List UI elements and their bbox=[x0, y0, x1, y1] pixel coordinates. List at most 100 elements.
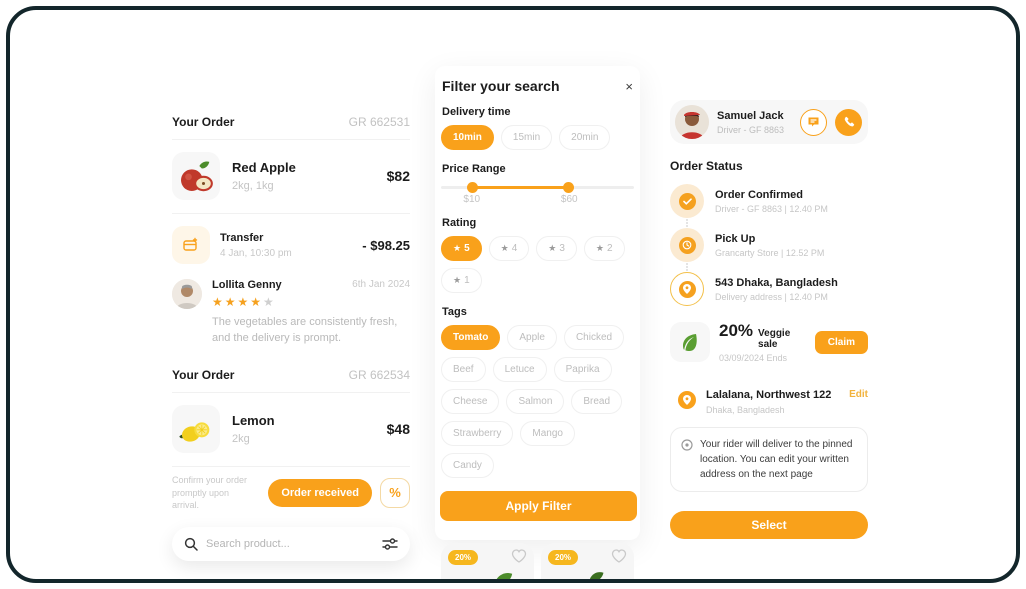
veggie-sale-promo: 20% Veggie sale 03/09/2024 Ends Claim bbox=[670, 321, 868, 363]
edit-address-link[interactable]: Edit bbox=[849, 389, 868, 400]
status-detail: Delivery address | 12.40 PM bbox=[715, 291, 828, 302]
transfer-date: 4 Jan, 10:30 pm bbox=[220, 247, 292, 259]
lemon-icon bbox=[179, 422, 210, 442]
search-icon bbox=[184, 537, 198, 551]
product-card-green-apple[interactable]: 20% Green Apple $26/kg bbox=[541, 543, 634, 579]
slider-handle-max[interactable] bbox=[563, 182, 575, 193]
status-item-pickup: Pick Up Grancarty Store | 12.52 PM bbox=[670, 228, 868, 262]
leaf-icon bbox=[683, 334, 697, 351]
star-icon: ★ bbox=[500, 243, 509, 253]
favorite-heart-icon[interactable] bbox=[611, 549, 627, 563]
discount-percent-button[interactable]: % bbox=[380, 477, 410, 508]
price-labels: $10 $60 bbox=[440, 194, 635, 208]
transfer-row: Transfer 4 Jan, 10:30 pm - $98.25 bbox=[172, 223, 410, 267]
status-connector bbox=[686, 263, 868, 271]
item-price: $82 bbox=[386, 168, 410, 184]
driver-name: Samuel Jack bbox=[717, 109, 784, 122]
filter-panel: Filter your search × Delivery time 10min… bbox=[435, 66, 640, 579]
tag-chip-salmon[interactable]: Salmon bbox=[506, 389, 565, 414]
review-meta: Lollita Genny ★★★★★ bbox=[212, 279, 282, 309]
phone-icon bbox=[844, 116, 854, 127]
address-pin-icon bbox=[678, 391, 696, 409]
discount-badge: 20% bbox=[448, 550, 479, 565]
rating-chip-3[interactable]: ★ 3 bbox=[536, 236, 577, 261]
call-button[interactable] bbox=[835, 108, 862, 136]
address-info: Lalalana, Northwest 122 Dhaka, Banglades… bbox=[706, 389, 831, 415]
item-name: Red Apple bbox=[232, 160, 296, 175]
select-button[interactable]: Select bbox=[670, 511, 868, 539]
tag-chip-chicked[interactable]: Chicked bbox=[563, 325, 625, 350]
status-info: Order Confirmed Driver - GF 8863 | 12.40… bbox=[715, 189, 828, 214]
slider-range bbox=[471, 186, 569, 189]
star-icon: ★★★★ bbox=[212, 295, 264, 309]
filter-sliders-icon[interactable] bbox=[382, 537, 398, 551]
reviewer-avatar bbox=[172, 279, 202, 309]
star-empty-icon: ★ bbox=[263, 295, 276, 309]
review-text: The vegetables are consistently fresh, a… bbox=[212, 316, 398, 344]
tag-chip-apple[interactable]: Apple bbox=[507, 325, 557, 350]
leaf-image bbox=[670, 322, 710, 362]
tag-chip-bread[interactable]: Bread bbox=[571, 389, 623, 414]
chat-button[interactable] bbox=[800, 108, 827, 136]
transfer-amount: - $98.25 bbox=[362, 237, 410, 253]
delivery-chip-10min[interactable]: 10min bbox=[441, 125, 494, 150]
apply-filter-button[interactable]: Apply Filter bbox=[440, 491, 637, 521]
item-info: Lemon 2kg bbox=[232, 413, 275, 445]
star-icon: ★ bbox=[595, 243, 604, 253]
confirm-order-row: Confirm your order promptly upon arrival… bbox=[172, 475, 410, 511]
tag-chip-beef[interactable]: Beef bbox=[441, 357, 486, 382]
tag-chip-paprika[interactable]: Paprika bbox=[553, 357, 612, 382]
item-name: Lemon bbox=[232, 412, 275, 428]
price-range-slider[interactable] bbox=[441, 182, 634, 193]
promo-end-date: 03/09/2024 Ends bbox=[719, 353, 788, 363]
rating-chip-4[interactable]: ★ 4 bbox=[488, 236, 530, 261]
order-header-2: Your Order GR 662534 bbox=[172, 367, 410, 383]
order-received-button[interactable]: Order received bbox=[268, 478, 372, 507]
promo-name: Veggie sale bbox=[758, 328, 791, 350]
transfer-info: Transfer 4 Jan, 10:30 pm bbox=[220, 232, 292, 259]
rating-chip-5[interactable]: ★ 5 bbox=[441, 236, 482, 261]
item-price: $48 bbox=[386, 420, 410, 437]
delivery-chip-15min[interactable]: 15min bbox=[500, 125, 553, 150]
order-column: Your Order GR 662531 Red Apple 2kg, 1kg … bbox=[172, 114, 410, 561]
price-range-label: Price Range bbox=[442, 163, 506, 175]
review-header: Lollita Genny ★★★★★ 6th Jan 2024 bbox=[172, 279, 410, 309]
product-grid: 20% Red Apple $25/kg bbox=[441, 543, 634, 579]
slider-handle-min[interactable] bbox=[466, 182, 478, 193]
claim-button[interactable]: Claim bbox=[814, 330, 868, 354]
delivery-chip-20min[interactable]: 20min bbox=[559, 125, 611, 150]
info-icon bbox=[681, 439, 693, 451]
device-frame: Your Order GR 662531 Red Apple 2kg, 1kg … bbox=[6, 6, 1020, 583]
tag-chip-cheese[interactable]: Cheese bbox=[441, 389, 500, 414]
status-info: Pick Up Grancarty Store | 12.52 PM bbox=[715, 233, 824, 258]
status-name: Order Confirmed bbox=[715, 188, 804, 201]
address-title: Lalalana, Northwest 122 bbox=[706, 389, 832, 401]
product-card-red-apple[interactable]: 20% Red Apple $25/kg bbox=[441, 543, 534, 579]
order-item-red-apple: Red Apple 2kg, 1kg $82 bbox=[172, 148, 410, 204]
tag-chip-mango[interactable]: Mango bbox=[520, 421, 575, 446]
tag-chip-strawberry[interactable]: Strawberry bbox=[441, 421, 514, 446]
rating-label: Rating bbox=[442, 217, 477, 229]
status-name: 543 Dhaka, Bangladesh bbox=[715, 276, 838, 289]
rider-note: Your rider will deliver to the pinned lo… bbox=[670, 427, 868, 492]
close-icon[interactable]: × bbox=[625, 78, 633, 94]
favorite-heart-icon[interactable] bbox=[511, 549, 527, 563]
tag-chip-letuce[interactable]: Letuce bbox=[492, 357, 547, 382]
review-stars: ★★★★★ bbox=[212, 295, 282, 309]
star-icon: ★ bbox=[453, 243, 462, 253]
tags-label: Tags bbox=[442, 306, 467, 318]
rider-note-text: Your rider will deliver to the pinned lo… bbox=[700, 439, 853, 480]
rating-chip-2[interactable]: ★ 2 bbox=[583, 236, 625, 261]
tag-chip-candy[interactable]: Candy bbox=[441, 453, 494, 478]
promo-percent: 20% bbox=[719, 321, 754, 340]
delivery-time-label: Delivery time bbox=[442, 106, 511, 118]
order-item-lemon: Lemon 2kg $48 bbox=[172, 401, 410, 457]
order-title: Your Order bbox=[172, 367, 235, 382]
rating-chip-1[interactable]: ★ 1 bbox=[441, 268, 482, 293]
location-pin-icon bbox=[683, 284, 691, 294]
driver-card: Samuel Jack Driver - GF 8863 bbox=[670, 100, 868, 144]
search-input[interactable] bbox=[206, 537, 374, 550]
tag-chip-tomato[interactable]: Tomato bbox=[441, 325, 501, 350]
red-apple-photo bbox=[449, 567, 526, 579]
